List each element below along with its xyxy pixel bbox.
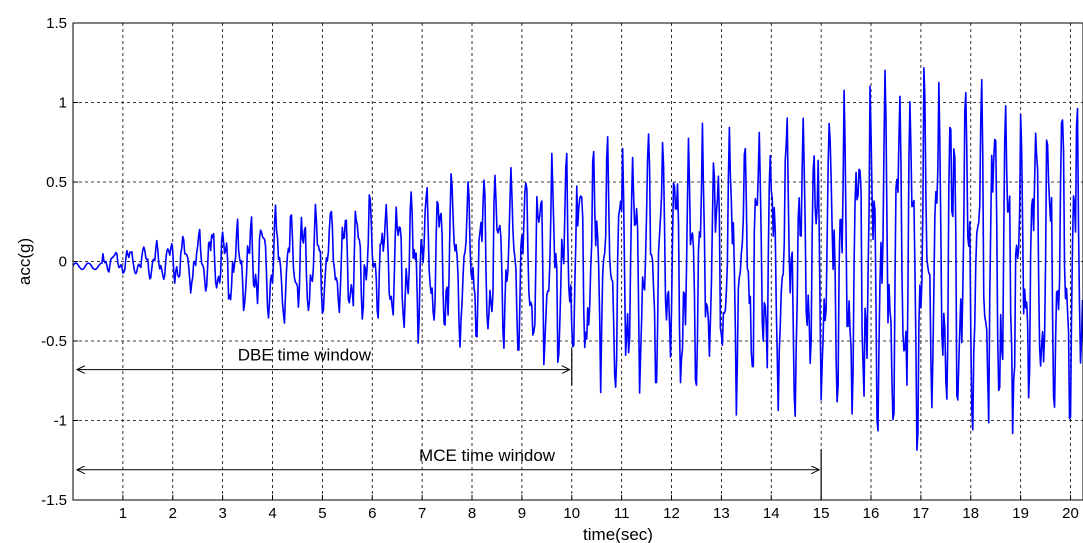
x-tick-label: 7 [418,505,426,522]
x-tick-label: 4 [268,505,276,522]
x-tick-label: 8 [468,505,476,522]
x-tick-label: 11 [614,505,630,522]
grid [73,23,1083,500]
x-tick-label: 13 [713,505,730,522]
y-tick-label: 1 [59,95,67,112]
annotation-group: DBE time window MCE time window [77,346,822,500]
x-tick-label: 3 [218,505,226,522]
x-tick-label: 12 [663,505,680,522]
tick-group: 1 2 3 4 5 6 7 8 9 10 11 12 13 14 15 16 17 18 19 20-1.5-1-0.… [41,15,1079,522]
x-tick-label: 10 [563,505,580,522]
x-tick-label: 16 [863,505,880,522]
y-tick-label: 0 [59,254,67,271]
x-tick-label: 15 [813,505,830,522]
x-tick-label: 20 [1062,505,1079,522]
series-line [72,67,1083,451]
y-tick-label: -1.5 [41,492,67,509]
x-tick-label: 6 [368,505,376,522]
annotation-label: MCE time window [419,446,556,465]
y-tick-label: 0.5 [46,174,67,191]
x-tick-label: 17 [913,505,930,522]
x-tick-label: 14 [763,505,780,522]
y-axis-label: acc(g) [15,238,34,285]
y-tick-label: 1.5 [46,15,67,32]
x-tick-label: 9 [518,505,526,522]
annotation-label: DBE time window [238,346,372,365]
series-group [72,67,1083,451]
x-tick-label: 2 [169,505,177,522]
y-tick-label: -1 [54,413,67,430]
x-tick-label: 1 [119,505,127,522]
x-tick-label: 18 [962,505,979,522]
x-axis-label: time(sec) [583,525,653,543]
y-tick-label: -0.5 [41,333,67,350]
x-tick-label: 19 [1012,505,1029,522]
x-tick-label: 5 [318,505,326,522]
